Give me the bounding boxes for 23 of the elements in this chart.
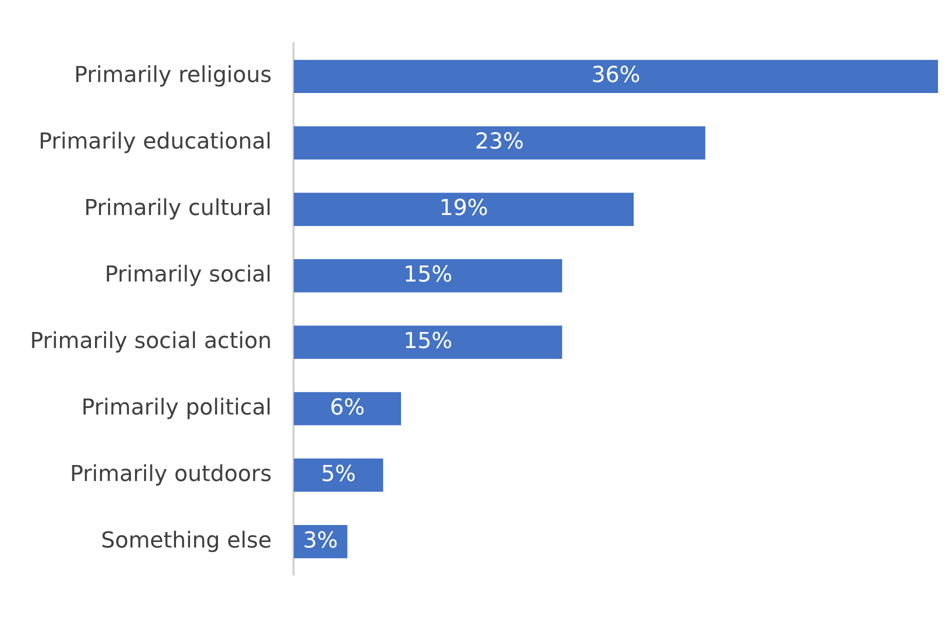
y-tick-label: Primarily religious [74,63,272,88]
y-tick-label: Something else [101,528,272,554]
bar [294,458,384,492]
y-tick-label: Primarily outdoors [70,462,272,487]
y-tick-label: Primarily social [104,262,272,288]
y-tick-label: Primarily social action [30,328,272,354]
bar [294,126,706,160]
data-label: 15% [403,262,452,288]
bar [294,392,402,426]
y-tick-label: Primarily political [81,395,272,420]
data-label: 36% [591,63,640,88]
y-tick-label: Primarily cultural [84,196,272,222]
data-label: 19% [439,196,488,222]
bar [294,192,634,226]
bar [294,60,938,94]
data-label: 23% [475,130,524,155]
bar [294,259,562,292]
data-label: 15% [403,328,452,354]
data-label: 5% [320,462,356,487]
data-label: 3% [303,528,338,554]
bar [294,326,562,359]
data-label: 6% [330,395,365,420]
y-tick-label: Primarily educational [38,130,272,155]
